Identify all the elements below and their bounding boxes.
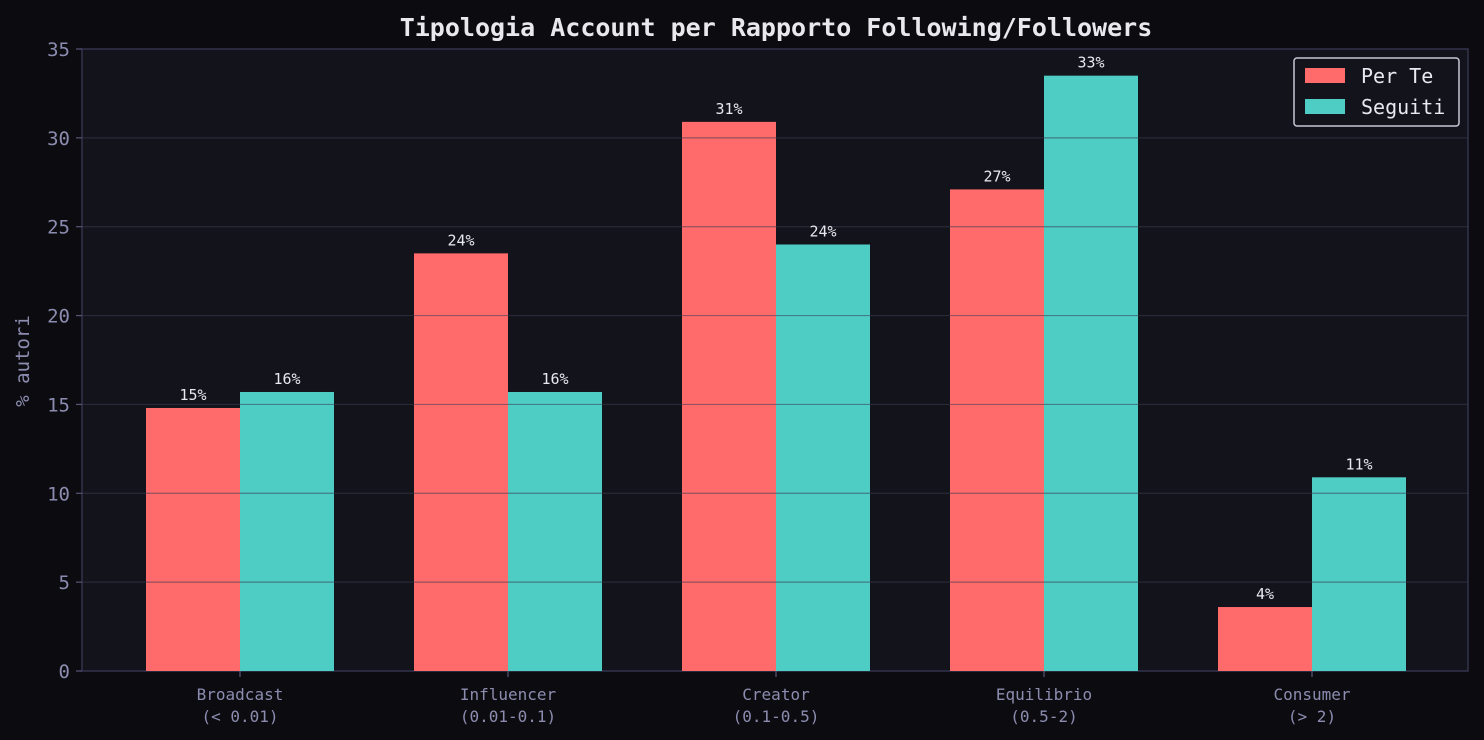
bar-seguiti-2 (776, 244, 870, 671)
x-tick-label-0: Broadcast (197, 685, 284, 704)
y-tick-label-7: 35 (47, 39, 70, 61)
y-tick-label-0: 0 (59, 661, 70, 683)
x-tick-label-4: Consumer (1273, 685, 1350, 704)
legend-label-seguiti: Seguiti (1361, 95, 1445, 119)
y-axis: 0 5 10 15 20 25 30 35 (47, 39, 82, 683)
bar-seguiti-1 (508, 391, 602, 671)
x-tick-sublabel-4: (> 2) (1288, 707, 1336, 726)
y-tick-label-5: 25 (47, 217, 70, 239)
x-tick-sublabel-2: (0.1-0.5) (733, 707, 820, 726)
x-tick-label-3: Equilibrio (996, 685, 1092, 704)
bar-per-te-2 (682, 121, 776, 671)
y-tick-label-1: 5 (59, 572, 70, 594)
legend: Per Te Seguiti (1293, 57, 1460, 127)
y-tick-label-3: 15 (47, 394, 70, 416)
bar-per-te-4 (1218, 607, 1312, 671)
bar-seguiti-4 (1312, 477, 1406, 671)
data-label-seguiti-3: 33% (1077, 54, 1104, 72)
bar-seguiti-3 (1044, 75, 1138, 671)
y-tick-label-2: 10 (47, 483, 70, 505)
data-label-per-te-2: 31% (715, 100, 742, 118)
bar-per-te-3 (950, 189, 1044, 671)
data-label-seguiti-4: 11% (1345, 455, 1372, 473)
data-label-seguiti-2: 24% (809, 222, 836, 240)
x-tick-label-2: Creator (742, 685, 810, 704)
legend-label-per-te: Per Te (1361, 64, 1433, 88)
chart-title: Tipologia Account per Rapporto Following… (400, 13, 1153, 42)
x-tick-label-1: Influencer (460, 685, 557, 704)
x-tick-sublabel-1: (0.01-0.1) (460, 707, 556, 726)
data-label-seguiti-1: 16% (541, 370, 568, 388)
data-label-per-te-1: 24% (447, 231, 474, 249)
grid-layer (82, 137, 1468, 583)
x-tick-sublabel-3: (0.5-2) (1010, 707, 1077, 726)
data-label-per-te-0: 15% (179, 386, 206, 404)
bar-seguiti-0 (240, 391, 334, 671)
y-axis-label: % autori (12, 315, 34, 407)
legend-swatch-per-te (1305, 68, 1345, 83)
legend-swatch-seguiti (1305, 99, 1345, 114)
bar-per-te-0 (146, 407, 240, 671)
data-label-per-te-3: 27% (983, 167, 1010, 185)
y-tick-label-6: 30 (47, 128, 70, 150)
data-label-seguiti-0: 16% (273, 370, 300, 388)
data-label-per-te-4: 4% (1256, 585, 1274, 603)
x-tick-sublabel-0: (< 0.01) (201, 707, 278, 726)
y-tick-label-4: 20 (47, 306, 70, 328)
data-labels-layer: 15% 24% 31% 27% 4% 16% 16% 24% 33% 11% (179, 54, 1372, 603)
x-axis: Broadcast (< 0.01) Influencer (0.01-0.1) Cre… (197, 671, 1351, 726)
bar-per-te-1 (414, 253, 508, 671)
